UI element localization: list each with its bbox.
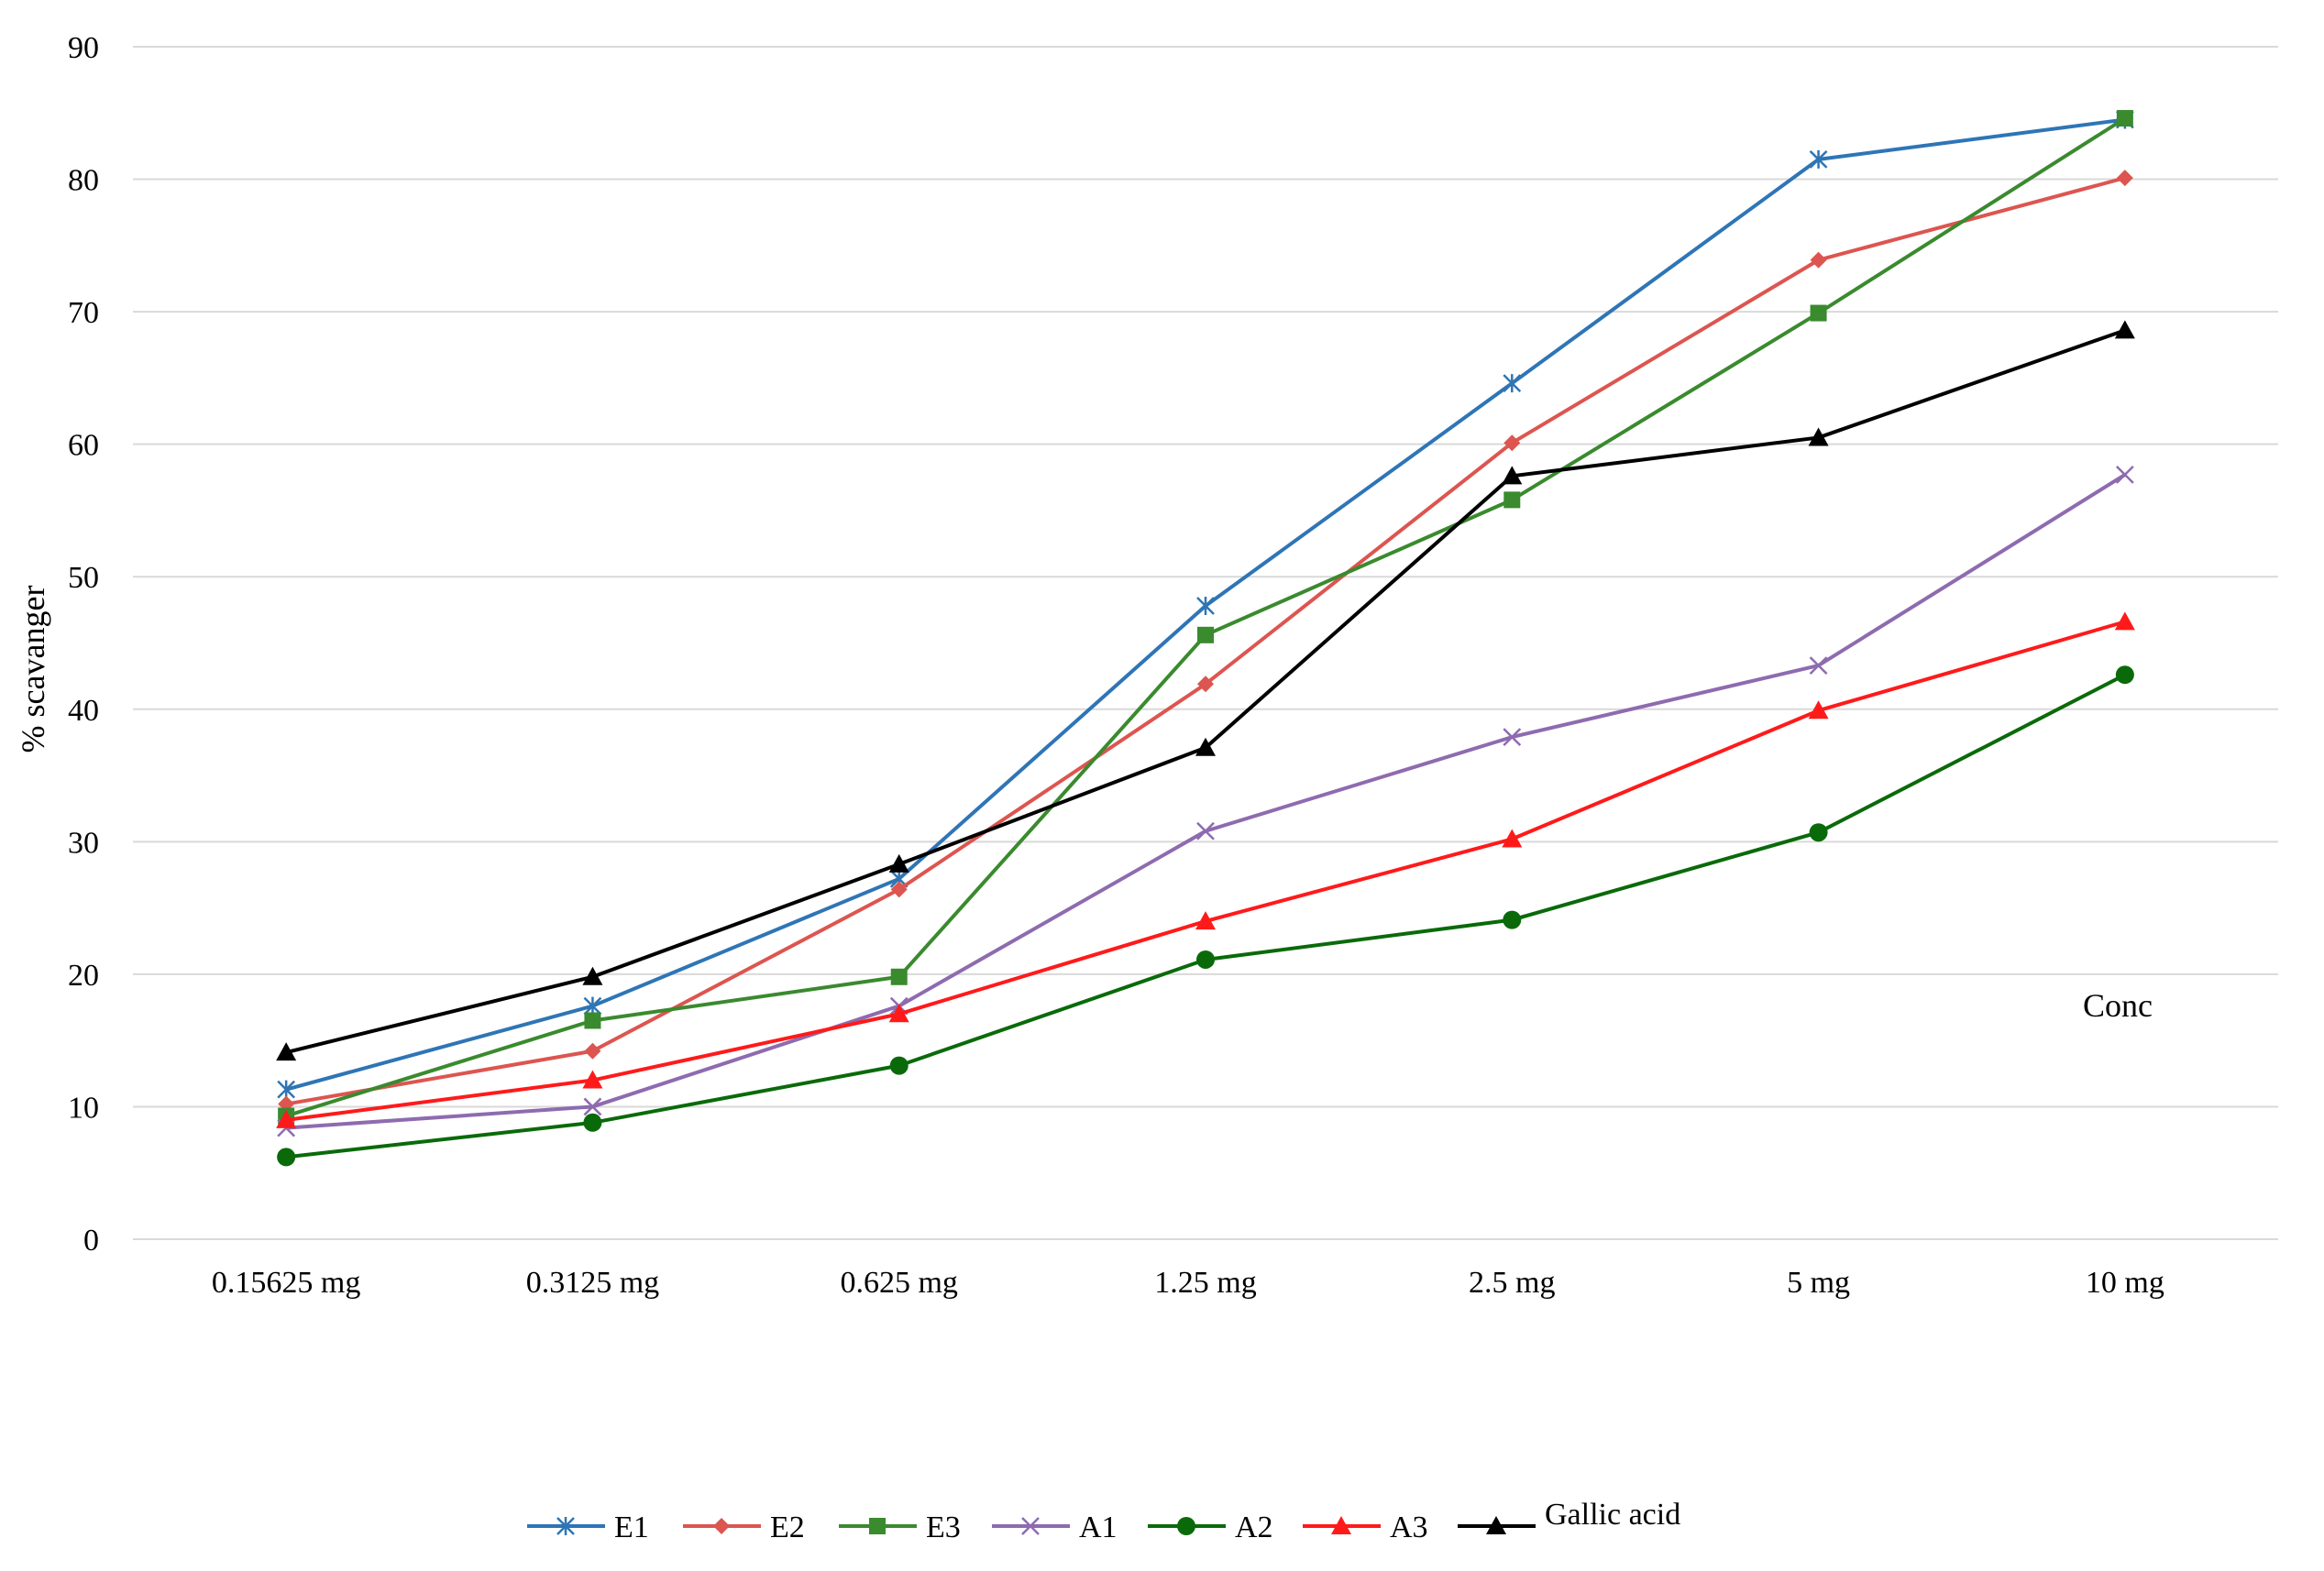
series-e3 — [278, 110, 2133, 1125]
series-a1 — [277, 466, 2134, 1137]
data-point — [890, 968, 908, 985]
data-point — [1197, 676, 1214, 693]
legend-item: E1 — [527, 1511, 649, 1544]
data-point — [1502, 466, 1523, 485]
data-point — [583, 1113, 602, 1132]
y-tick-label: 50 — [68, 561, 99, 595]
legend-item: A3 — [1303, 1511, 1428, 1544]
data-point — [2114, 320, 2135, 339]
data-point — [1503, 434, 1521, 452]
legend-label: Gallic acid — [1545, 1498, 1680, 1532]
y-tick-label: 0 — [83, 1224, 99, 1258]
data-point — [1195, 737, 1216, 756]
data-point — [1809, 149, 1828, 169]
data-point — [584, 1042, 601, 1060]
data-point — [889, 1056, 909, 1075]
series-line — [285, 620, 2126, 1122]
legend-marker — [1486, 1516, 1506, 1534]
y-tick-label: 30 — [68, 826, 99, 860]
y-tick-label: 10 — [68, 1091, 99, 1125]
legend-item: E2 — [683, 1511, 805, 1544]
y-axis-title: % scavanger — [15, 586, 51, 753]
series-e1 — [277, 110, 2134, 1099]
data-point — [1197, 626, 1214, 643]
data-point — [1196, 821, 1215, 840]
y-axis-ticks: 0 10 20 30 40 50 60 70 80 90 — [68, 31, 99, 1258]
data-point — [276, 1042, 297, 1061]
data-point — [582, 966, 603, 985]
y-tick-label: 60 — [68, 429, 99, 463]
data-point — [888, 1004, 909, 1023]
data-point — [277, 1148, 296, 1167]
legend-marker — [1021, 1517, 1040, 1535]
legend-label: A2 — [1235, 1511, 1273, 1544]
legend-item: Gallic acid — [1458, 1498, 1680, 1534]
series-e2 — [278, 170, 2133, 1113]
data-point — [276, 1109, 297, 1128]
x-tick-label: 0.3125 mg — [526, 1266, 659, 1300]
y-tick-label: 40 — [68, 694, 99, 728]
data-point — [2116, 170, 2133, 187]
data-point — [1808, 700, 1829, 720]
y-tick-label: 80 — [68, 164, 99, 198]
legend-item: A1 — [992, 1511, 1118, 1544]
data-point — [1196, 597, 1215, 616]
data-point — [1503, 910, 1522, 929]
legend-item: E3 — [839, 1511, 961, 1544]
series-gallic-acid — [276, 320, 2135, 1061]
x-tick-label: 0.625 mg — [840, 1266, 957, 1300]
series-a2 — [277, 665, 2134, 1167]
y-tick-label: 20 — [68, 959, 99, 993]
x-axis-ticks: 0.15625 mg 0.3125 mg 0.625 mg 1.25 mg 2.5 mg… — [212, 1266, 2164, 1300]
legend: E1 E2 E3 A1 A2 A3 Gallic acid — [527, 1498, 1680, 1544]
data-point — [1503, 491, 1521, 509]
data-point — [1809, 656, 1828, 675]
data-point — [1503, 374, 1522, 393]
data-point — [1503, 728, 1522, 747]
legend-label: A1 — [1079, 1511, 1118, 1544]
data-point — [1195, 911, 1216, 930]
legend-item: A2 — [1148, 1511, 1273, 1544]
data-point — [583, 996, 602, 1016]
data-point — [890, 881, 908, 898]
data-point — [2115, 466, 2134, 484]
y-tick-label: 90 — [68, 31, 99, 65]
legend-marker — [1331, 1516, 1351, 1534]
data-point — [2116, 110, 2133, 127]
data-point — [584, 1012, 601, 1029]
data-point — [1810, 304, 1827, 322]
x-tick-label: 10 mg — [2086, 1266, 2164, 1300]
conc-annotation: Conc — [2083, 987, 2153, 1024]
data-point — [888, 853, 909, 873]
data-point — [1810, 251, 1827, 269]
data-point — [1808, 427, 1829, 446]
legend-label: E1 — [614, 1511, 649, 1544]
data-point — [2115, 665, 2134, 685]
data-point — [583, 1097, 602, 1116]
legend-marker — [713, 1518, 730, 1534]
x-tick-label: 1.25 mg — [1154, 1266, 1256, 1300]
legend-label: A3 — [1390, 1511, 1428, 1544]
data-point — [1196, 950, 1215, 969]
x-tick-label: 0.15625 mg — [212, 1266, 360, 1300]
x-tick-label: 5 mg — [1787, 1266, 1850, 1300]
legend-label: E3 — [926, 1511, 961, 1544]
gridlines — [133, 46, 2278, 1240]
data-point — [1502, 829, 1523, 848]
data-point — [582, 1070, 603, 1089]
data-point — [277, 1080, 296, 1099]
data-point — [1809, 823, 1828, 842]
legend-label: E2 — [770, 1511, 805, 1544]
data-point — [2114, 611, 2135, 631]
x-tick-label: 2.5 mg — [1469, 1266, 1555, 1300]
series-a3 — [276, 611, 2135, 1128]
legend-marker — [556, 1517, 575, 1535]
legend-marker — [1177, 1517, 1195, 1535]
legend-marker — [869, 1518, 886, 1534]
series-layer — [276, 110, 2135, 1167]
y-tick-label: 70 — [68, 296, 99, 330]
